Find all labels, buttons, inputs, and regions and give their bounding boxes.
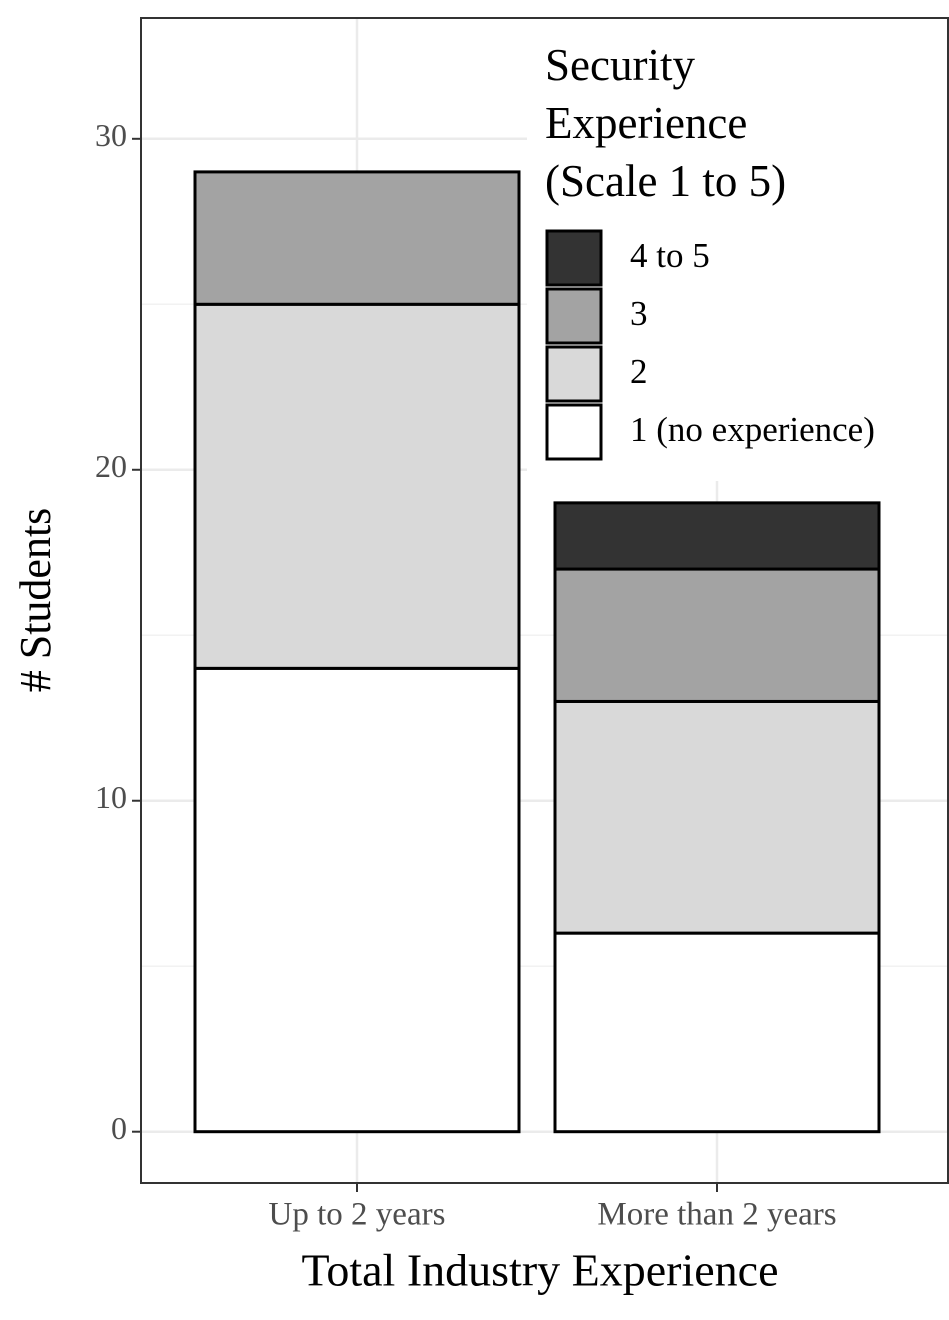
legend-title: Security Experience (Scale 1 to 5): [545, 40, 787, 206]
legend-key: [545, 345, 603, 403]
legend-key: [545, 287, 603, 345]
bar-segment: [553, 501, 881, 571]
bar-segment: [193, 666, 521, 1134]
y-tick-label: 20: [95, 448, 127, 484]
legend-label: 3: [630, 294, 648, 333]
y-tick-label: 30: [95, 117, 127, 153]
legend-label: 1 (no experience): [630, 410, 875, 449]
x-axis-title: Total Industry Experience: [301, 1245, 778, 1296]
legend-key: [545, 229, 603, 287]
bar-segment: [553, 931, 881, 1134]
bar-segment: [553, 567, 881, 703]
y-tick-label: 0: [111, 1110, 127, 1146]
x-tick-label: Up to 2 years: [269, 1197, 446, 1233]
bar-segment: [193, 302, 521, 670]
panel-border: [140, 17, 949, 1184]
legend-label: 4 to 5: [630, 236, 710, 275]
x-tick-label: More than 2 years: [597, 1197, 836, 1233]
legend-key: [545, 403, 603, 461]
bar-segment: [553, 699, 881, 935]
y-axis-title: # Students: [11, 508, 60, 693]
bar-segment: [193, 170, 521, 306]
y-tick-label: 10: [95, 779, 127, 815]
legend-label: 2: [630, 352, 648, 391]
